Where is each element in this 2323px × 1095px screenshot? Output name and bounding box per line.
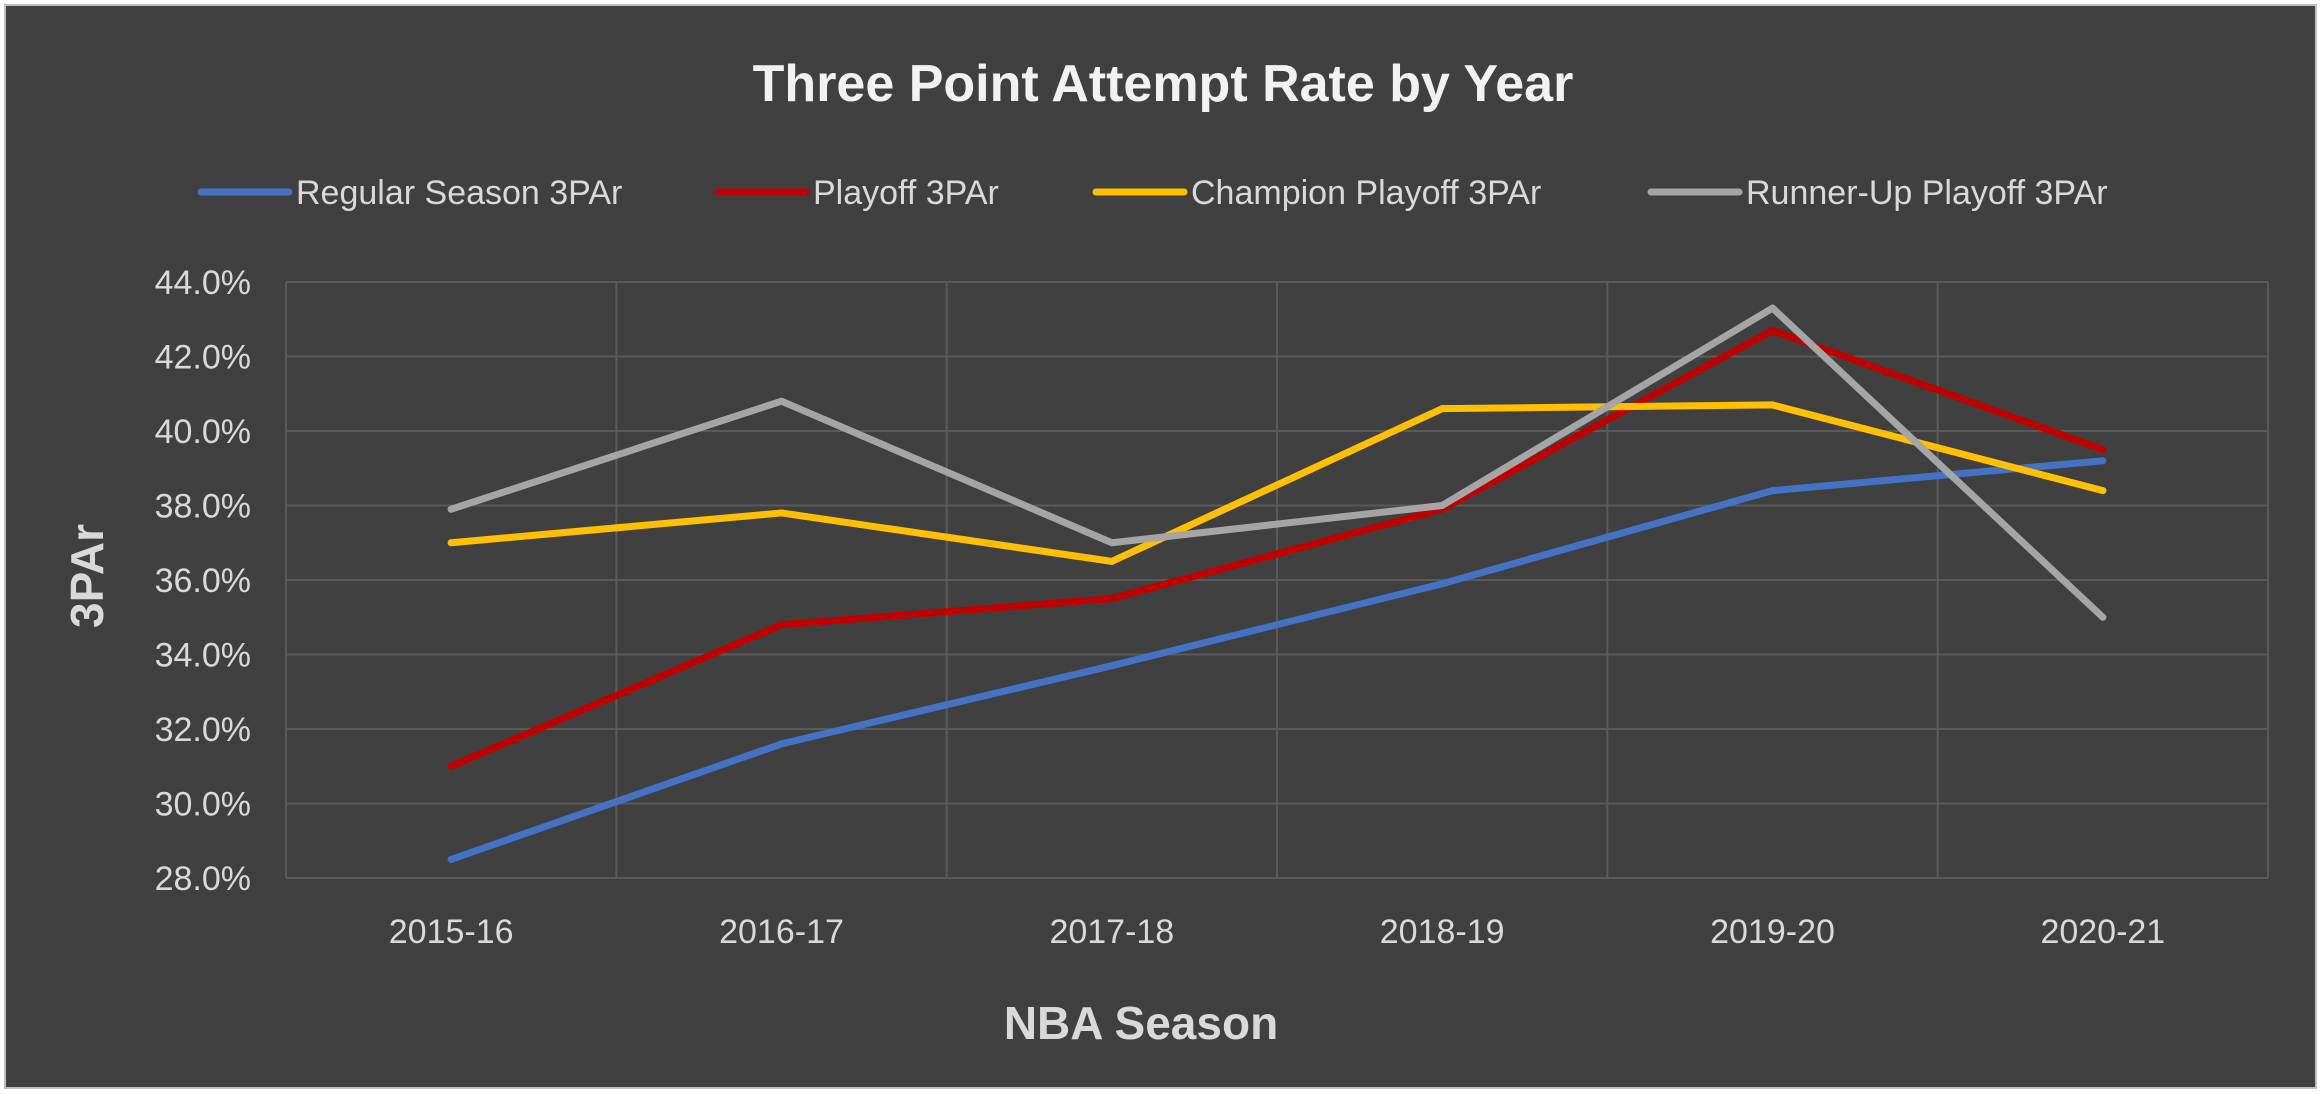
- x-tick-label: 2017-18: [1049, 913, 1174, 951]
- data-point: [2099, 487, 2107, 495]
- legend-item: Playoff 3PAr: [714, 174, 999, 212]
- data-point: [447, 539, 455, 547]
- y-tick-label: 42.0%: [155, 339, 251, 377]
- x-tick-label: 2019-20: [1710, 913, 1835, 951]
- data-point: [1438, 502, 1446, 509]
- legend-item: Champion Playoff 3PAr: [1092, 174, 1541, 212]
- y-tick-label: 28.0%: [155, 860, 251, 898]
- data-point: [1108, 595, 1116, 603]
- legend-item: Regular Season 3PAr: [197, 174, 622, 212]
- data-point: [778, 509, 785, 517]
- legend-label: Champion Playoff 3PAr: [1191, 174, 1541, 212]
- series-line: [447, 304, 2107, 621]
- y-tick-label: 40.0%: [155, 413, 251, 451]
- y-tick-label: 30.0%: [155, 786, 251, 824]
- data-point: [1108, 662, 1116, 670]
- series-line: [447, 326, 2107, 770]
- y-axis-title: 3PAr: [61, 524, 113, 628]
- chart-frame: Three Point Attempt Rate by Year Regular…: [4, 4, 2317, 1089]
- legend-label: Playoff 3PAr: [813, 174, 999, 212]
- data-point: [447, 505, 455, 513]
- y-tick-label: 36.0%: [155, 562, 251, 600]
- data-point: [2099, 457, 2107, 465]
- gridlines: [285, 281, 2269, 879]
- data-point: [1108, 557, 1116, 565]
- x-tick-label: 2018-19: [1380, 913, 1505, 951]
- x-axis-title: NBA Season: [1004, 997, 1278, 1049]
- data-point: [778, 621, 785, 629]
- y-tick-label: 38.0%: [155, 488, 251, 526]
- legend: Regular Season 3PAr Playoff 3PAr Champion …: [197, 174, 2108, 212]
- x-tick-label: 2020-21: [2040, 913, 2165, 951]
- series-line: [447, 401, 2107, 565]
- data-point: [1769, 326, 1776, 334]
- data-point: [447, 762, 455, 770]
- chart-title: Three Point Attempt Rate by Year: [753, 55, 1574, 113]
- data-point: [447, 855, 455, 863]
- y-tick-label: 34.0%: [155, 637, 251, 675]
- series-lines: [447, 304, 2107, 863]
- legend-label: Regular Season 3PAr: [296, 174, 622, 212]
- x-axis-ticks: 2015-16 2016-17 2017-18 2018-19 2019-20 2020-…: [389, 913, 2165, 951]
- series-4: [447, 304, 2107, 621]
- data-point: [1769, 401, 1776, 409]
- series-line: [447, 457, 2107, 863]
- data-point: [2099, 613, 2107, 621]
- y-axis-ticks: 28.0% 30.0% 32.0% 34.0% 36.0% 38.0% 40.0% 42.0%…: [155, 264, 251, 898]
- series-3: [447, 401, 2107, 565]
- data-point: [778, 740, 785, 748]
- y-tick-label: 32.0%: [155, 711, 251, 749]
- legend-label: Runner-Up Playoff 3PAr: [1746, 174, 2108, 212]
- data-point: [1108, 539, 1116, 547]
- data-point: [1769, 487, 1776, 495]
- series-1: [447, 457, 2107, 863]
- legend-item: Runner-Up Playoff 3PAr: [1647, 174, 2108, 212]
- x-tick-label: 2016-17: [719, 913, 844, 951]
- y-tick-label: 44.0%: [155, 264, 251, 302]
- data-point: [778, 397, 785, 405]
- data-point: [1438, 580, 1446, 588]
- line-chart: Three Point Attempt Rate by Year Regular…: [61, 55, 2269, 1049]
- data-point: [1438, 405, 1446, 413]
- data-point: [2099, 446, 2107, 454]
- data-point: [1769, 304, 1776, 312]
- x-tick-label: 2015-16: [389, 913, 514, 951]
